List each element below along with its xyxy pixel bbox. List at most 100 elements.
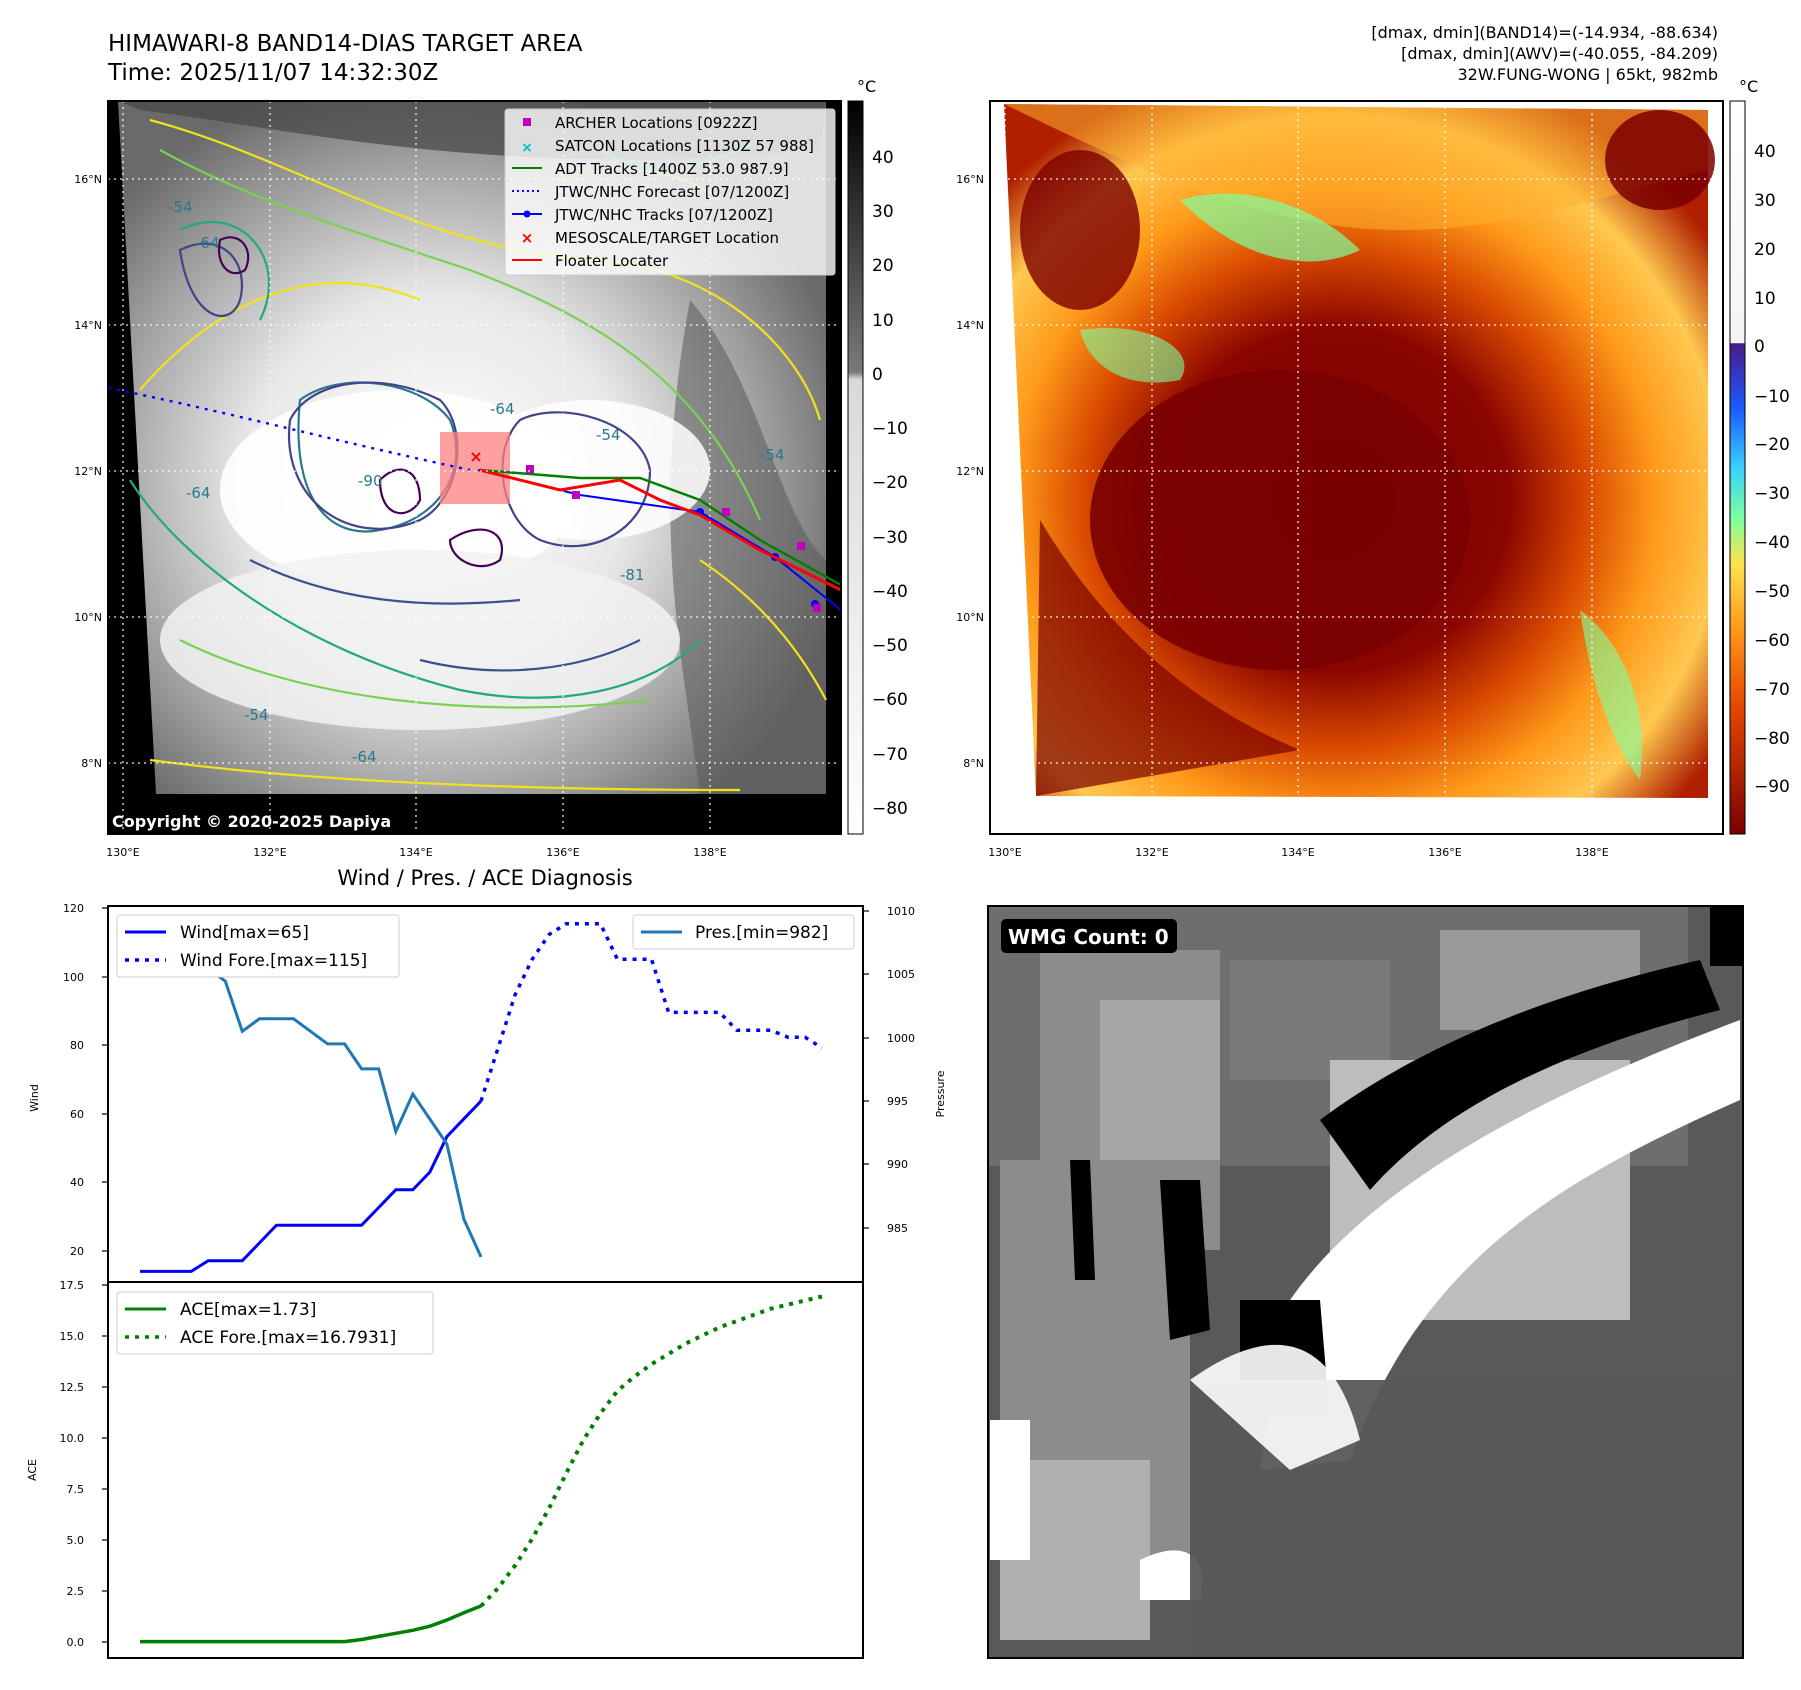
colorbar2-tick: 20 xyxy=(1754,240,1776,260)
wmg-count-label: WMG Count: 0 xyxy=(1008,925,1169,949)
colorbar2-tick: −50 xyxy=(1754,582,1790,602)
ace-tick-marks xyxy=(102,1284,108,1643)
colorbar1-tick: −70 xyxy=(872,745,908,765)
legend-label: Floater Locater xyxy=(555,252,669,270)
pressure-tick-marks xyxy=(863,910,869,1229)
map2-lon-labels: 130°E 132°E 134°E 136°E 138°E xyxy=(988,846,1608,859)
lon-label: 130°E xyxy=(106,846,139,859)
colorbar1-tick: 40 xyxy=(872,148,894,168)
contour-label: -64 xyxy=(490,400,515,418)
wmg-white-band xyxy=(1260,1020,1740,1470)
colorbar2-tick: −10 xyxy=(1754,387,1790,407)
colorbar2-bar xyxy=(1729,100,1746,835)
map2-frame xyxy=(989,100,1724,835)
wmg-white-blob xyxy=(1140,1550,1202,1600)
contour-label: -64 xyxy=(195,234,220,252)
ace-tick: 17.5 xyxy=(60,1279,85,1292)
colorbar1-tick: 20 xyxy=(872,256,894,276)
ir-grayscale-map: -54 -64 -64 -90 -81 -54 -64 -64 -54 -54 xyxy=(107,100,842,835)
colorbar1-tick: 0 xyxy=(872,365,883,385)
ace-tick: 15.0 xyxy=(60,1330,85,1343)
wind-tick: 60 xyxy=(70,1108,84,1121)
wmg-mosaic xyxy=(988,906,1743,1658)
lon-label: 132°E xyxy=(1135,846,1168,859)
lat-label: 8°N xyxy=(81,757,102,770)
colorbar1-unit: °C xyxy=(857,77,876,96)
legend-meso-x: × xyxy=(521,229,534,247)
ace-axis-label: ACE xyxy=(26,1459,39,1481)
lon-label: 130°E xyxy=(988,846,1021,859)
colorbar2-tick: 10 xyxy=(1754,289,1776,309)
ace-legend-box xyxy=(116,1291,434,1355)
map2-dry-region-south xyxy=(1036,520,1300,796)
wmg-black-band xyxy=(1320,960,1720,1190)
wmg-panel: WMG Count: 0 xyxy=(987,905,1744,1659)
wind-pressure-chart: Wind Pressure 120 100 80 60 40 20 1010 1… xyxy=(28,902,947,1283)
colorbar1-tick: −50 xyxy=(872,636,908,656)
colorbar2-tick: −30 xyxy=(1754,484,1790,504)
legend-archer-x: × xyxy=(521,140,533,156)
wind-axis-label: Wind xyxy=(28,1084,41,1112)
colorbar2-unit: °C xyxy=(1739,77,1758,96)
info-line2: [dmax, dmin](AWV)=(-40.055, -84.209) xyxy=(1401,44,1718,63)
lat-label: 14°N xyxy=(74,319,102,332)
legend-label: JTWC/NHC Tracks [07/1200Z] xyxy=(554,206,773,224)
contour-label: -81 xyxy=(620,566,645,584)
colorbar2-tick: −90 xyxy=(1754,777,1790,797)
lat-label: 12°N xyxy=(956,465,984,478)
contour-label: -54 xyxy=(596,426,621,444)
colorbar1-tick: 10 xyxy=(872,311,894,331)
lon-label: 138°E xyxy=(1575,846,1608,859)
lat-label: 10°N xyxy=(956,611,984,624)
lat-label: 10°N xyxy=(74,611,102,624)
lon-label: 138°E xyxy=(693,846,726,859)
map1-gridlines xyxy=(108,101,841,834)
wmg-frame xyxy=(987,905,1744,1659)
mesoscale-target-marker: × xyxy=(469,447,482,466)
wmg-white-region xyxy=(1190,1344,1360,1470)
info-line3: 32W.FUNG-WONG | 65kt, 982mb xyxy=(1457,65,1718,84)
map1-legend: × × ARCHER Locations [0922Z] SATCON Loca… xyxy=(504,108,836,276)
contour-gray-blue xyxy=(249,559,641,672)
ace-chart: ACE 17.5 15.0 12.5 10.0 7.5 5.0 2.5 0.0 … xyxy=(26,1279,864,1659)
colorbar1-tick: 30 xyxy=(872,202,894,222)
lon-label: 136°E xyxy=(1428,846,1461,859)
legend-label: MESOSCALE/TARGET Location xyxy=(555,229,779,247)
contour-purple xyxy=(217,236,503,568)
adt-track xyxy=(479,468,842,587)
legend-label: JTWC/NHC Forecast [07/1200Z] xyxy=(554,183,789,201)
pressure-tick: 1000 xyxy=(887,1032,915,1045)
ace-tick: 2.5 xyxy=(67,1585,85,1598)
map1-lat-labels: 16°N 14°N 12°N 10°N 8°N xyxy=(74,173,102,770)
archer-marker xyxy=(722,508,730,516)
colorbar1-tick: −80 xyxy=(872,799,908,819)
lon-label: 134°E xyxy=(1281,846,1314,859)
map-title-line2: Time: 2025/11/07 14:32:30Z xyxy=(107,60,438,86)
colorbar1-bar xyxy=(847,100,864,835)
floater-box xyxy=(440,432,510,504)
colorbar2-tick: −60 xyxy=(1754,631,1790,651)
wind-series-line xyxy=(140,1100,483,1273)
pressure-y-ticks: 1010 1005 1000 995 990 985 xyxy=(887,905,915,1235)
map2-dry-region-northeast xyxy=(1605,110,1715,210)
map2-green-patch-east xyxy=(1580,610,1642,780)
wmg-white-blob xyxy=(990,1420,1030,1560)
wind-legend-box xyxy=(116,914,400,978)
legend-label: ADT Tracks [1400Z 53.0 987.9] xyxy=(555,160,789,178)
wmg-black-streak xyxy=(1160,1180,1210,1340)
wmg-black-streak xyxy=(1070,1160,1095,1280)
floater-track xyxy=(479,468,842,592)
wind-tick: 120 xyxy=(63,902,84,915)
pressure-tick: 990 xyxy=(887,1158,908,1171)
colorbar1-tick: −30 xyxy=(872,528,908,548)
contour-label: -64 xyxy=(352,748,377,766)
archer-marker xyxy=(797,542,805,550)
wmg-cell xyxy=(1100,1000,1220,1160)
legend-label: ARCHER Locations [0922Z] xyxy=(555,114,758,132)
copyright: Copyright © 2020-2025 Dapiya xyxy=(112,812,391,831)
wind-legend: Wind[max=65] Wind Fore.[max=115] xyxy=(116,914,400,978)
archer-marker xyxy=(526,465,534,473)
colorbar1-tick: −40 xyxy=(872,582,908,602)
wmg-black-corner xyxy=(1710,906,1743,966)
wind-tick-marks xyxy=(102,907,108,1252)
